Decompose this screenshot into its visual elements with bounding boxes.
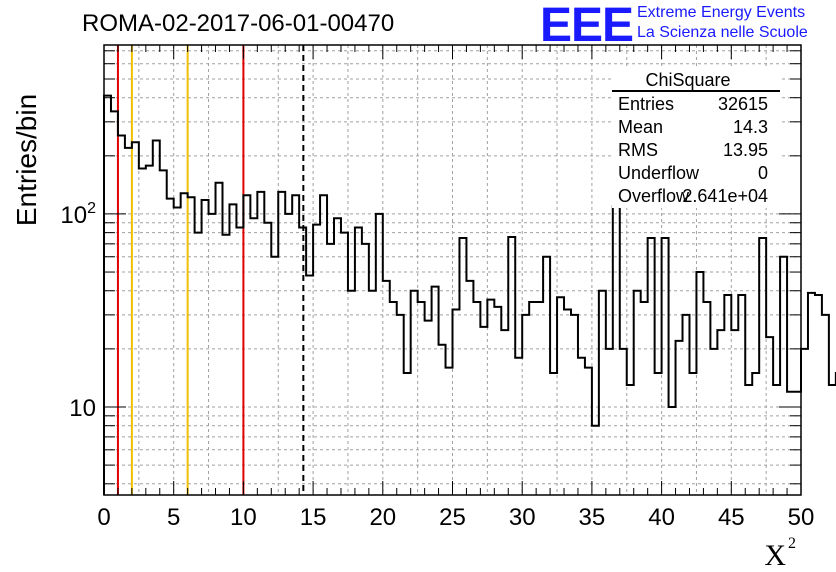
stats-value: 2.641e+04 (682, 186, 768, 206)
stats-value: 13.95 (723, 140, 768, 160)
stats-label: RMS (618, 140, 658, 160)
x-tick-label: 30 (509, 504, 536, 531)
eee-logo: EEE (540, 0, 634, 52)
logo-tagline-2: La Scienza nelle Scuole (637, 24, 808, 41)
stats-title: ChiSquare (645, 70, 730, 90)
stats-value: 32615 (718, 94, 768, 114)
x-tick-label: 20 (369, 504, 396, 531)
stats-label: Underflow (618, 163, 700, 183)
chart-title: ROMA-02-2017-06-01-00470 (82, 10, 395, 37)
histogram-outline (103, 94, 836, 495)
x-tick-label: 40 (648, 504, 675, 531)
stats-value: 14.3 (733, 117, 768, 137)
y-axis-label: Entries/bin (11, 94, 42, 226)
x-tick-label: 10 (230, 504, 257, 531)
stats-label: Mean (618, 117, 663, 137)
stats-label: Overflow (618, 186, 690, 206)
logo-tagline-1: Extreme Energy Events (637, 4, 806, 21)
stats-box (612, 66, 780, 208)
x-tick-label: 5 (167, 504, 180, 531)
x-tick-label: 0 (97, 504, 110, 531)
x-axis-label: X (764, 539, 786, 572)
x-tick-label: 35 (579, 504, 606, 531)
x-tick-label: 50 (788, 504, 815, 531)
y-tick-label: 102 (60, 200, 96, 229)
stats-label: Entries (618, 94, 674, 114)
x-axis-label-superscript: 2 (788, 535, 796, 552)
stats-value: 0 (758, 163, 768, 183)
x-tick-label: 45 (718, 504, 745, 531)
y-tick-label: 10 (69, 395, 96, 422)
x-tick-label: 15 (300, 504, 327, 531)
x-tick-label: 25 (439, 504, 466, 531)
